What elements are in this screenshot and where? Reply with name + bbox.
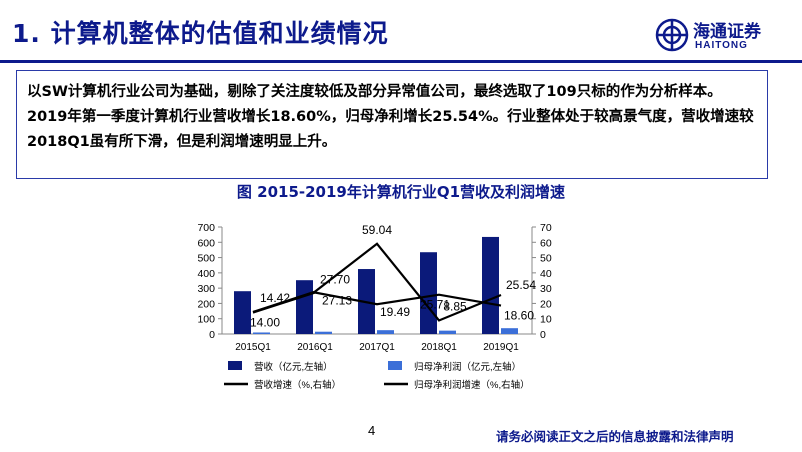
right-tick-label: 40 bbox=[540, 268, 552, 280]
net-profit-bar bbox=[315, 331, 332, 334]
legend-label: 归母净利润增速（%,右轴） bbox=[414, 379, 530, 391]
revenue-bar bbox=[296, 280, 313, 334]
left-tick-label: 200 bbox=[197, 298, 215, 310]
x-tick-label: 2018Q1 bbox=[421, 342, 457, 353]
net-profit-bar bbox=[377, 330, 394, 334]
net-profit-bar bbox=[253, 332, 270, 334]
data-label: 25.71 bbox=[420, 298, 450, 312]
left-tick-label: 300 bbox=[197, 283, 215, 295]
chart-title: 图 2015-2019年计算机行业Q1营收及利润增速 bbox=[236, 183, 566, 201]
page-title: 1. 计算机整体的估值和业绩情况 bbox=[12, 19, 389, 48]
right-tick-label: 70 bbox=[540, 222, 552, 234]
net-profit-growth-line bbox=[252, 291, 502, 314]
x-tick-label: 2016Q1 bbox=[297, 342, 333, 353]
net-profit-bar bbox=[501, 328, 518, 334]
left-tick-label: 400 bbox=[197, 268, 215, 280]
left-tick-label: 600 bbox=[197, 237, 215, 249]
right-tick-label: 20 bbox=[540, 298, 552, 310]
legend-label: 营收增速（%,右轴） bbox=[254, 379, 341, 391]
data-label: 14.42 bbox=[260, 291, 290, 305]
page-number: 4 bbox=[368, 423, 376, 438]
right-tick-label: 30 bbox=[540, 283, 552, 295]
legend-swatch bbox=[388, 361, 402, 370]
legend-label: 营收（亿元,左轴） bbox=[254, 361, 333, 373]
x-tick-label: 2019Q1 bbox=[483, 342, 519, 353]
right-tick-label: 0 bbox=[540, 329, 546, 341]
right-tick-label: 50 bbox=[540, 253, 552, 265]
left-tick-label: 100 bbox=[197, 314, 215, 326]
left-tick-label: 700 bbox=[197, 222, 215, 234]
x-tick-label: 2017Q1 bbox=[359, 342, 395, 353]
data-label: 25.54 bbox=[506, 278, 536, 292]
legal-disclaimer: 请务必阅读正文之后的信息披露和法律声明 bbox=[496, 429, 734, 444]
data-label: 14.00 bbox=[250, 316, 280, 330]
company-logo: 海通证券 HAITONG bbox=[655, 14, 790, 58]
right-tick-label: 10 bbox=[540, 314, 552, 326]
logo-english-text: HAITONG bbox=[695, 40, 748, 51]
data-label: 8.85 bbox=[443, 299, 467, 313]
revenue-bar bbox=[420, 252, 437, 334]
data-label: 27.70 bbox=[320, 273, 350, 287]
legend-label: 归母净利润（亿元,左轴） bbox=[414, 361, 521, 373]
left-tick-label: 500 bbox=[197, 253, 215, 265]
right-tick-label: 60 bbox=[540, 237, 552, 249]
revenue-bar bbox=[234, 291, 251, 334]
data-label: 19.49 bbox=[380, 305, 410, 319]
data-label: 27.13 bbox=[322, 294, 352, 308]
revenue-bar bbox=[482, 236, 499, 334]
summary-text: 以SW计算机行业公司为基础，剔除了关注度较低及部分异常值公司，最终选取了109只… bbox=[27, 84, 754, 150]
data-label: 18.60 bbox=[504, 309, 534, 323]
x-tick-label: 2015Q1 bbox=[235, 342, 271, 353]
left-tick-label: 0 bbox=[209, 329, 215, 341]
logo-emblem-icon bbox=[655, 18, 689, 52]
legend-swatch bbox=[228, 361, 242, 370]
summary-box: 以SW计算机行业公司为基础，剔除了关注度较低及部分异常值公司，最终选取了109只… bbox=[16, 70, 768, 179]
net-profit-bar bbox=[439, 330, 456, 334]
data-label: 59.04 bbox=[362, 223, 392, 237]
logo-chinese-text: 海通证券 bbox=[693, 22, 761, 42]
header-divider bbox=[0, 60, 802, 63]
